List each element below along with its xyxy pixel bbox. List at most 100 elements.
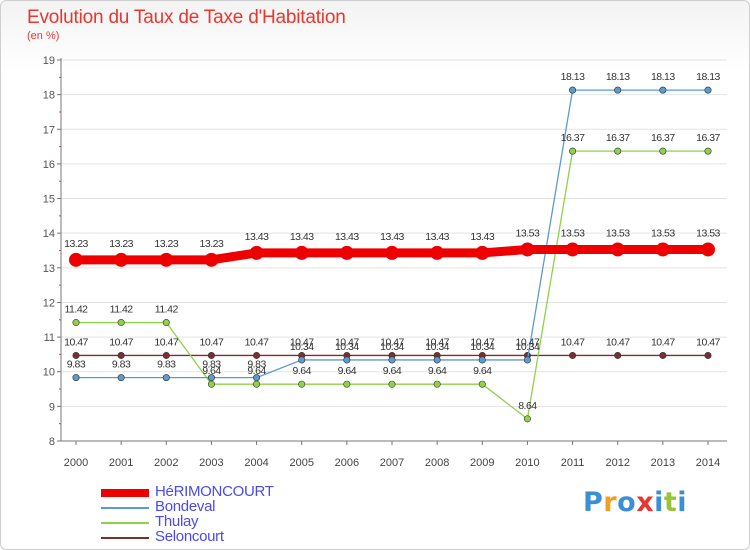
data-label: 10.47: [200, 336, 224, 348]
data-point: [339, 245, 354, 260]
data-label: 16.37: [651, 132, 675, 144]
data-point: [704, 351, 712, 359]
data-point: [704, 147, 712, 155]
legend-swatch: [101, 537, 149, 539]
data-point: [569, 147, 577, 155]
legend-item-bondeval[interactable]: Bondeval: [101, 498, 341, 515]
series-line: [75, 150, 709, 420]
legend-label: Bondeval: [155, 498, 216, 515]
data-point: [655, 242, 670, 257]
data-point: [565, 242, 580, 257]
data-label: 10.47: [561, 336, 585, 348]
data-label: 9.64: [202, 365, 221, 377]
data-label: 13.53: [516, 227, 540, 239]
data-label: 18.13: [696, 71, 720, 83]
proxiti-logo: Proxiti: [583, 487, 687, 518]
data-point: [704, 86, 712, 94]
data-point: [72, 374, 80, 382]
logo-letter: o: [617, 487, 637, 518]
data-label: 9.64: [292, 365, 311, 377]
data-label: 13.43: [380, 231, 404, 243]
chart-title: Evolution du Taux de Taxe d'Habitation: [27, 7, 346, 28]
y-tick-label: 11: [44, 332, 55, 344]
data-label: 10.34: [335, 341, 359, 353]
x-tick-label: 2001: [109, 457, 133, 469]
data-label: 10.47: [470, 336, 494, 348]
x-tick-label: 2007: [380, 457, 404, 469]
data-label: 10.47: [335, 336, 359, 348]
data-label: 9.64: [428, 365, 447, 377]
legend-label: Seloncourt: [155, 528, 224, 545]
data-point: [114, 252, 129, 267]
data-label: 9.83: [202, 359, 221, 371]
data-point: [433, 356, 441, 364]
data-label: 13.23: [64, 238, 88, 250]
legend-item-seloncourt[interactable]: Seloncourt: [101, 528, 341, 545]
data-label: 11.42: [65, 304, 89, 316]
data-label: 13.53: [696, 227, 720, 239]
data-label: 18.13: [651, 71, 675, 83]
data-label: 11.42: [155, 304, 179, 316]
y-axis-label: (en %): [27, 30, 60, 42]
y-tick-label: 9: [49, 401, 55, 413]
x-tick-label: 2012: [605, 457, 629, 469]
data-label: 18.13: [561, 71, 585, 83]
x-tick-label: 2005: [289, 457, 313, 469]
legend-item-thulay[interactable]: Thulay: [101, 514, 341, 530]
data-label: 10.47: [606, 336, 630, 348]
data-label: 13.53: [561, 227, 585, 239]
data-label: 10.47: [696, 336, 720, 348]
data-point: [569, 86, 577, 94]
y-tick-label: 19: [43, 55, 55, 67]
data-point: [659, 351, 667, 359]
data-point: [294, 245, 309, 260]
data-label: 10.47: [290, 336, 314, 348]
data-label: 13.43: [425, 231, 449, 243]
data-label: 13.23: [154, 238, 178, 250]
data-label: 13.53: [651, 227, 675, 239]
legend-swatch: [101, 489, 149, 497]
data-label: 18.13: [606, 71, 630, 83]
legend-label: HéRIMONCOURT: [155, 483, 274, 500]
data-label: 10.34: [470, 341, 494, 353]
data-point: [430, 245, 445, 260]
y-tick-label: 8: [49, 436, 55, 448]
x-tick-label: 2010: [515, 457, 539, 469]
data-point: [385, 245, 399, 260]
data-point: [162, 319, 170, 327]
y-tick-label: 15: [43, 194, 55, 206]
legend-swatch: [101, 507, 149, 509]
x-tick-label: 2006: [335, 457, 359, 469]
legend-item-herimoncourt[interactable]: HéRIMONCOURT: [101, 483, 341, 500]
y-tick-label: 10: [43, 367, 55, 379]
data-point: [117, 374, 125, 382]
data-point: [343, 356, 351, 364]
data-label: 9.83: [67, 359, 86, 371]
logo-letter: P: [583, 487, 604, 518]
data-point: [614, 147, 622, 155]
data-label: 13.23: [200, 238, 224, 250]
data-point: [72, 351, 80, 359]
data-label: 10.34: [380, 341, 404, 353]
logo-letter: r: [603, 487, 618, 518]
data-point: [298, 380, 306, 388]
data-label: 10.47: [380, 336, 404, 348]
data-label: 9.83: [157, 359, 176, 371]
x-tick-label: 2011: [561, 457, 585, 469]
data-point: [388, 380, 396, 388]
legend: HéRIMONCOURT Bondeval Thulay Seloncourt: [101, 483, 341, 545]
data-label: 11.42: [110, 304, 134, 316]
data-point: [659, 147, 667, 155]
data-point: [523, 356, 531, 364]
data-point: [388, 356, 396, 364]
data-label: 9.64: [473, 365, 492, 377]
y-tick-label: 17: [43, 124, 55, 136]
y-tick-label: 13: [43, 263, 55, 275]
data-point: [117, 319, 125, 327]
data-label: 10.47: [109, 336, 133, 348]
data-point: [207, 351, 215, 359]
logo-letter: x: [636, 487, 655, 518]
data-point: [207, 374, 215, 382]
